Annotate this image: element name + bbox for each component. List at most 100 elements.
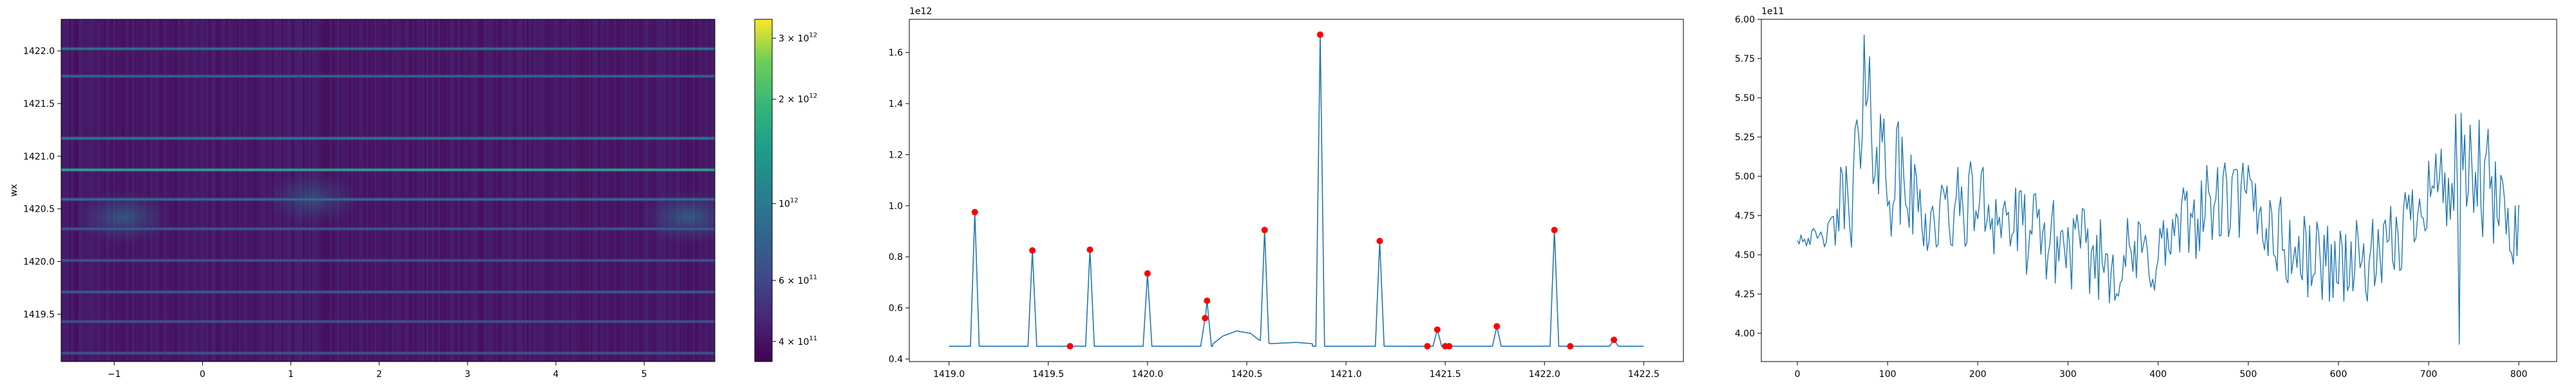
heatmap-stripe	[594, 19, 596, 362]
heatmap-stripe	[189, 19, 191, 362]
heatmap-y-tick-label: 1421.0	[23, 152, 55, 162]
heatmap-stripe	[477, 19, 478, 362]
heatmap-stripe	[227, 19, 229, 362]
heatmap-stripe	[571, 19, 573, 362]
heatmap-stripe	[519, 19, 521, 362]
heatmap-stripe	[104, 19, 106, 362]
heatmap-stripe	[664, 19, 666, 362]
heatmap-stripe	[115, 19, 117, 362]
heatmap-stripe	[376, 19, 378, 362]
heatmap-stripe	[614, 19, 616, 362]
heatmap-stripe	[200, 19, 202, 362]
heatmap-stripe	[63, 19, 65, 362]
heatmap-y-axis-label: wx	[9, 184, 19, 197]
peaks-x-tick-label: 1419.0	[933, 369, 965, 380]
heatmap-stripe	[102, 19, 104, 362]
heatmap-stripe	[88, 19, 90, 362]
heatmap-stripe	[660, 19, 662, 362]
heatmap-stripe	[652, 19, 654, 362]
peaks-y-tick-label: 0.4	[889, 354, 903, 365]
heatmap-stripe	[575, 19, 577, 362]
valley-marker	[1567, 343, 1574, 350]
heatmap-stripe	[488, 19, 490, 362]
heatmap-stripe	[82, 19, 84, 362]
heatmap-stripe	[585, 19, 587, 362]
heatmap-stripe	[214, 19, 216, 362]
heatmap-bright-band	[61, 352, 715, 354]
peaks-x-tick-label: 1420.5	[1231, 369, 1262, 380]
heatmap-stripe	[84, 19, 86, 362]
heatmap-stripe	[90, 19, 92, 362]
heatmap-stripe	[556, 19, 558, 362]
heatmap-stripe	[252, 19, 254, 362]
heatmap-frame	[61, 19, 715, 362]
heatmap-stripe	[598, 19, 600, 362]
heatmap-stripe	[469, 19, 471, 362]
heatmap-bright-bands	[61, 46, 715, 355]
heatmap-stripe	[668, 19, 670, 362]
heatmap-panel: −1 0 1 2 3 4 5 1419.5 1420.0 1420.5 1421.0 1421.5 14…	[9, 19, 715, 380]
heatmap-y-tick-label: 1420.5	[23, 205, 55, 215]
heatmap-stripe	[558, 19, 560, 362]
heatmap-stripe	[492, 19, 494, 362]
heatmap-stripe	[529, 19, 531, 362]
heatmap-stripe	[639, 19, 641, 362]
heatmap-stripe	[220, 19, 222, 362]
heatmap-stripe	[504, 19, 506, 362]
heatmap-stripe	[181, 19, 183, 362]
noise-y-tick-label: 5.25	[1735, 133, 1755, 143]
peak-marker	[1202, 315, 1209, 322]
heatmap-stripe	[198, 19, 200, 362]
heatmap-stripe	[372, 19, 374, 362]
noise-x-tick-label: 400	[2150, 369, 2167, 380]
heatmap-stripe	[109, 19, 111, 362]
heatmap-stripe	[152, 19, 154, 362]
heatmap-stripe	[654, 19, 656, 362]
valley-marker	[1446, 343, 1453, 350]
heatmap-stripe	[386, 19, 388, 362]
peaks-y-tick-label: 1.2	[889, 150, 903, 160]
heatmap-stripe	[370, 19, 372, 362]
heatmap-stripe	[656, 19, 658, 362]
heatmap-stripe	[390, 19, 392, 362]
heatmap-stripe	[666, 19, 668, 362]
heatmap-stripe	[150, 19, 152, 362]
heatmap-stripe	[363, 19, 365, 362]
heatmap-bright-band	[61, 320, 715, 323]
heatmap-bright-band	[61, 228, 715, 230]
heatmap-stripe	[708, 19, 710, 362]
peaks-y-tick-label: 1.6	[889, 48, 903, 59]
heatmap-y-tick-label: 1419.5	[23, 309, 55, 320]
noise-x-tick-label: 300	[2060, 369, 2077, 380]
heatmap-stripe	[411, 19, 413, 362]
heatmap-stripe	[210, 19, 212, 362]
heatmap-stripe	[98, 19, 100, 362]
heatmap-stripe	[86, 19, 88, 362]
heatmap-stripe	[621, 19, 623, 362]
heatmap-stripe	[596, 19, 598, 362]
noise-y-tick-label: 4.75	[1735, 211, 1755, 221]
heatmap-stripe	[608, 19, 610, 362]
heatmap-stripe	[216, 19, 218, 362]
heatmap-stripe	[564, 19, 565, 362]
heatmap-bright-band	[61, 291, 715, 293]
heatmap-stripe	[424, 19, 426, 362]
heatmap-stripe	[647, 19, 649, 362]
heatmap-stripe	[548, 19, 550, 362]
heatmap-stripe	[484, 19, 486, 362]
heatmap-stripe	[65, 19, 67, 362]
heatmap-stripe	[546, 19, 548, 362]
noise-panel: 1e11 0 100 200 300 400 500 600 700 800 4.00 4.25 4.…	[1735, 6, 2557, 380]
heatmap-stripe	[589, 19, 591, 362]
peaks-x-tick-label: 1422.5	[1628, 369, 1660, 380]
heatmap-stripe	[154, 19, 156, 362]
heatmap-stripe	[569, 19, 571, 362]
heatmap-stripe	[679, 19, 681, 362]
heatmap-stripe	[523, 19, 525, 362]
noise-y-tick-label: 4.00	[1735, 329, 1755, 339]
colorbar-tick-label: 4 × 1011	[779, 335, 817, 347]
heatmap-stripe	[467, 19, 469, 362]
heatmap-stripe	[359, 19, 361, 362]
heatmap-stripe	[573, 19, 575, 362]
